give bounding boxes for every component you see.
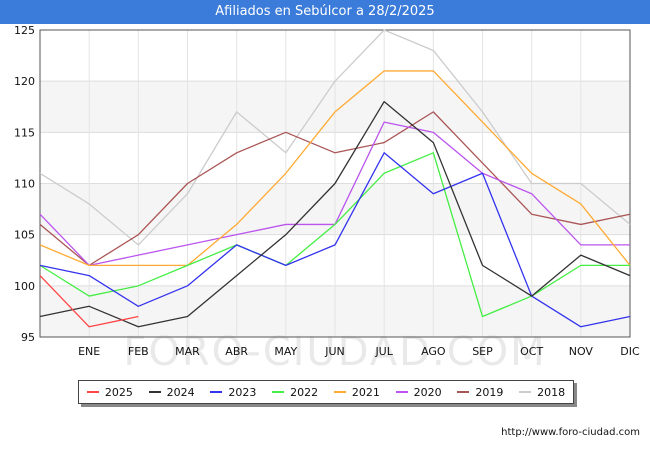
x-tick-label: OCT xyxy=(520,345,543,358)
x-tick-label: DIC xyxy=(620,345,640,358)
legend-item-2022: 2022 xyxy=(272,386,318,399)
legend-label: 2021 xyxy=(351,385,380,399)
axes xyxy=(39,29,631,338)
y-tick-label: 110 xyxy=(14,178,35,191)
series-line-2018 xyxy=(39,29,631,246)
legend-swatch xyxy=(210,391,223,393)
x-tick-label: ENE xyxy=(78,345,100,358)
legend-item-2024: 2024 xyxy=(148,385,195,399)
legend-label: 2019 xyxy=(475,385,504,399)
source-url: http://www.foro-ciudad.com xyxy=(501,427,640,438)
series-line-2024 xyxy=(39,100,631,328)
plot-frame xyxy=(39,29,631,338)
legend-swatch xyxy=(333,391,346,393)
x-tick-label: AGO xyxy=(421,345,446,358)
legend-label: 2020 xyxy=(413,385,442,399)
y-tick-label: 115 xyxy=(14,126,35,139)
series-line-2019 xyxy=(39,111,631,267)
legend-swatch xyxy=(457,391,470,393)
legend-label: 2024 xyxy=(166,385,195,399)
legend: 2025 2024 2023 2022 2021 2020 2019 2018 xyxy=(78,380,574,404)
x-tick-label: MAY xyxy=(274,345,297,358)
legend-label: 2022 xyxy=(290,385,319,399)
x-tick-label: JUN xyxy=(324,345,345,358)
legend-label: 2025 xyxy=(104,385,133,399)
legend-swatch xyxy=(148,391,161,393)
x-tick-label: SEP xyxy=(472,345,493,358)
legend-item-2025: 2025 xyxy=(86,385,133,399)
legend-item-2019: 2019 xyxy=(457,386,503,399)
chart-title: Afiliados en Sebúlcor a 28/2/2025 xyxy=(0,0,650,24)
series-lines xyxy=(39,29,631,328)
legend-label: 2018 xyxy=(537,385,566,399)
y-tick-label: 100 xyxy=(14,280,35,293)
legend-item-2023: 2023 xyxy=(210,386,256,399)
legend-swatch xyxy=(272,391,285,393)
legend-swatch xyxy=(86,391,99,393)
series-line-2025 xyxy=(39,275,139,328)
x-tick-label: NOV xyxy=(569,345,594,358)
y-tick-label: 120 xyxy=(14,75,35,88)
x-tick-label: ABR xyxy=(225,345,248,358)
legend-item-2021: 2021 xyxy=(333,385,380,399)
legend-swatch xyxy=(395,391,408,393)
legend-label: 2023 xyxy=(228,385,257,399)
y-tick-label: 105 xyxy=(14,229,35,242)
legend-item-2018: 2018 xyxy=(519,386,565,399)
x-tick-label: JUL xyxy=(374,345,393,358)
x-tick-label: MAR xyxy=(175,345,200,358)
x-tick-label: FEB xyxy=(128,345,149,358)
series-line-2021 xyxy=(39,70,631,267)
tick-labels: 95 100 105 110 115 120 125 ENE FEB MAR ABR MAY JUN JU… xyxy=(14,24,640,358)
legend-item-2020: 2020 xyxy=(395,385,442,399)
legend-swatch xyxy=(519,391,532,393)
y-tick-label: 95 xyxy=(21,331,35,344)
y-tick-label: 125 xyxy=(14,24,35,37)
